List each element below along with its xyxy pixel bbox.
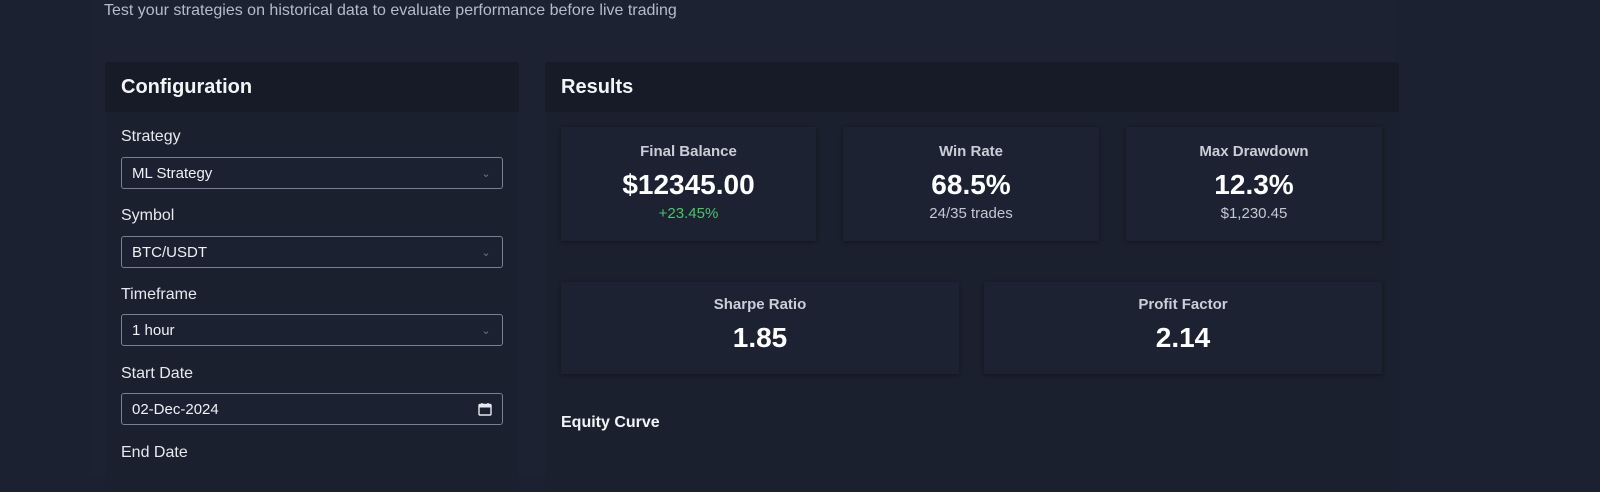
- strategy-value: ML Strategy: [132, 164, 213, 182]
- metric-value: 68.5%: [931, 169, 1011, 200]
- symbol-select[interactable]: BTC/USDT ⌄: [121, 236, 503, 268]
- configuration-panel: Configuration Strategy ML Strategy ⌄ Sym…: [105, 62, 519, 492]
- metric-card-sharpe-ratio: Sharpe Ratio 1.85: [561, 282, 959, 374]
- equity-curve-title: Equity Curve: [561, 414, 660, 431]
- results-title: Results: [545, 62, 1399, 112]
- metric-card-profit-factor: Profit Factor 2.14: [984, 282, 1382, 374]
- configuration-title: Configuration: [105, 62, 519, 112]
- page-subtitle: Test your strategies on historical data …: [104, 2, 677, 19]
- calendar-icon[interactable]: [478, 402, 492, 416]
- strategy-select[interactable]: ML Strategy ⌄: [121, 157, 503, 189]
- metric-card-win-rate: Win Rate 68.5% 24/35 trades: [843, 127, 1099, 241]
- metric-title: Profit Factor: [1138, 296, 1228, 313]
- metric-value: 1.85: [732, 322, 788, 353]
- metric-value: 12.3%: [1214, 169, 1294, 200]
- metric-detail: $1,230.45: [1220, 205, 1288, 222]
- metric-value: $12345.00: [622, 169, 755, 200]
- symbol-label: Symbol: [121, 207, 175, 224]
- metric-title: Max Drawdown: [1199, 143, 1309, 160]
- start-date-label: Start Date: [121, 365, 194, 382]
- metric-value: 2.14: [1155, 322, 1211, 353]
- metric-title: Sharpe Ratio: [713, 296, 807, 313]
- end-date-label: End Date: [121, 444, 188, 461]
- strategy-label: Strategy: [121, 128, 181, 145]
- metric-detail: 24/35 trades: [929, 205, 1013, 222]
- symbol-value: BTC/USDT: [132, 243, 207, 261]
- metric-card-final-balance: Final Balance $12345.00 +23.45%: [561, 127, 816, 241]
- start-date-input[interactable]: 02-Dec-2024: [121, 393, 503, 425]
- start-date-value: 02-Dec-2024: [132, 400, 219, 418]
- metric-change: +23.45%: [658, 205, 719, 222]
- timeframe-label: Timeframe: [121, 286, 197, 303]
- chevron-down-icon: ⌄: [481, 246, 491, 259]
- metric-title: Win Rate: [938, 143, 1004, 160]
- chevron-down-icon: ⌄: [481, 324, 491, 337]
- metric-title: Final Balance: [640, 143, 737, 160]
- metric-card-max-drawdown: Max Drawdown 12.3% $1,230.45: [1126, 127, 1382, 241]
- timeframe-select[interactable]: 1 hour ⌄: [121, 314, 503, 346]
- chevron-down-icon: ⌄: [481, 167, 491, 180]
- timeframe-value: 1 hour: [132, 321, 175, 339]
